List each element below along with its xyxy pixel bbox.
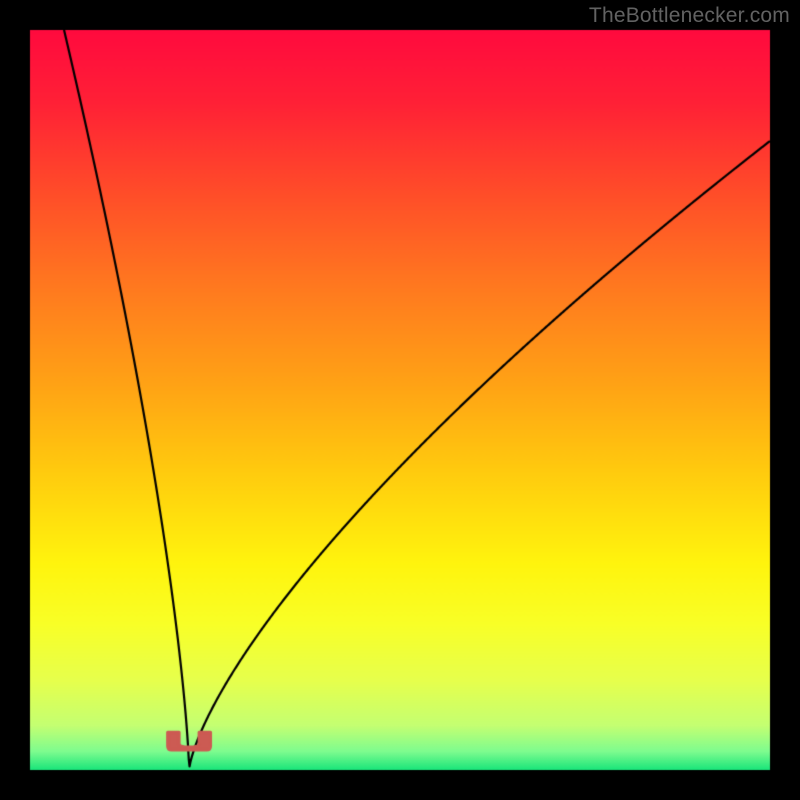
chart-container: TheBottlenecker.com: [0, 0, 800, 800]
bottleneck-chart: [0, 0, 800, 800]
